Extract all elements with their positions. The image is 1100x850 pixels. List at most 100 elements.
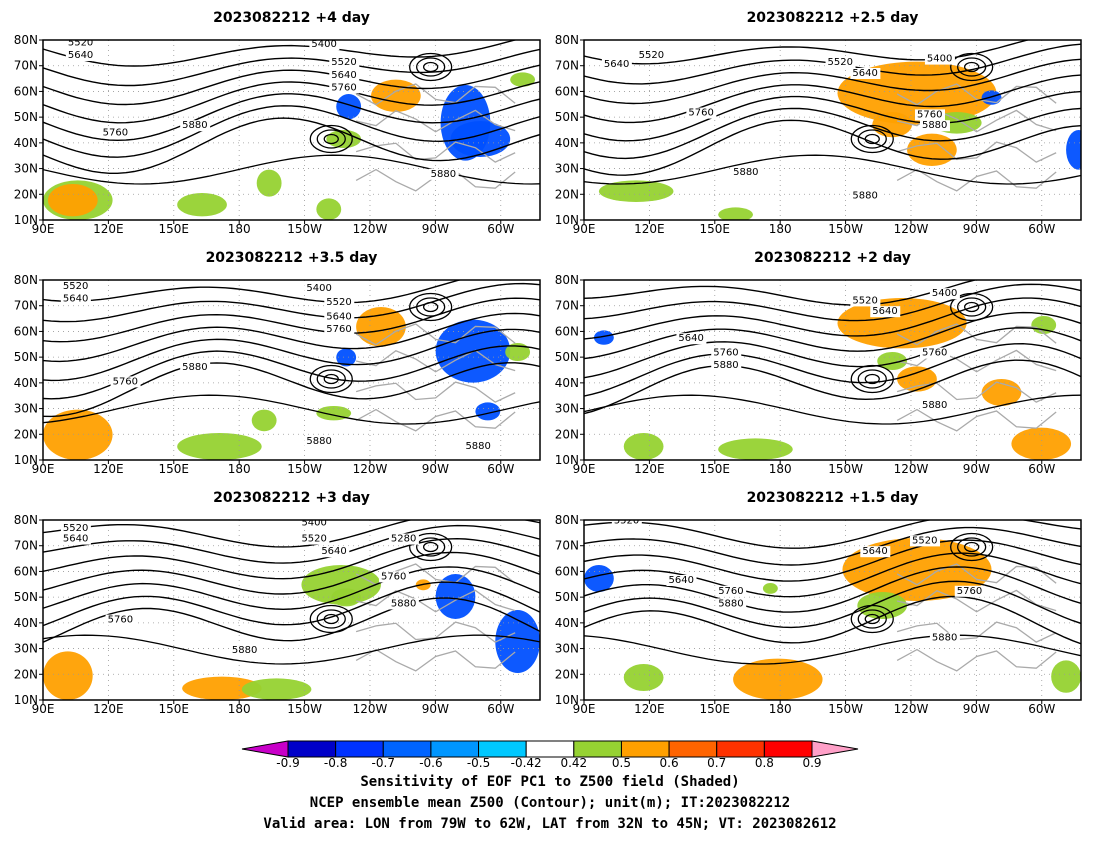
colorbar-tick-label: -0.7 bbox=[371, 756, 395, 770]
contour-label: 5880 bbox=[391, 598, 416, 609]
lon-tick-label: 90W bbox=[422, 222, 449, 236]
closed-contour bbox=[964, 61, 980, 73]
lat-tick-label: 40N bbox=[14, 136, 38, 150]
sensitivity-shading bbox=[475, 402, 501, 421]
z500-contour bbox=[43, 394, 540, 425]
sensitivity-shading bbox=[241, 678, 312, 700]
contour-label: 5880 bbox=[922, 400, 947, 411]
lon-tick-label: 90E bbox=[32, 702, 55, 716]
contour-label: 5880 bbox=[431, 169, 456, 180]
closed-contour bbox=[323, 613, 339, 625]
z500-contour bbox=[584, 595, 1081, 645]
z500-contour bbox=[43, 282, 540, 323]
z500-contour bbox=[584, 552, 1081, 598]
colorbar-swatch bbox=[763, 740, 813, 758]
sensitivity-shading bbox=[762, 583, 778, 594]
lon-tick-label: 150W bbox=[287, 462, 322, 476]
coastline bbox=[896, 323, 1057, 346]
z500-contour bbox=[584, 580, 1081, 629]
z500-contour bbox=[43, 93, 540, 142]
coastline bbox=[355, 381, 516, 403]
closed-contour bbox=[323, 373, 339, 385]
coastline bbox=[355, 83, 516, 106]
contour-label: 5760 bbox=[922, 348, 947, 359]
z500-contour bbox=[584, 119, 1081, 176]
contour-label: 5880 bbox=[922, 120, 947, 131]
contour-label: 5760 bbox=[718, 586, 743, 597]
z500-contour bbox=[584, 154, 1081, 185]
z500-contour bbox=[584, 520, 1081, 549]
coastline bbox=[355, 109, 516, 133]
map-frame bbox=[583, 39, 1082, 221]
lat-tick-label: 70N bbox=[555, 539, 579, 553]
sensitivity-shading bbox=[584, 565, 614, 592]
z500-contour bbox=[584, 280, 978, 306]
colorbar-tick-label: 0.6 bbox=[659, 756, 679, 770]
sensitivity-shading bbox=[598, 180, 674, 202]
contour-label: 5880 bbox=[932, 633, 957, 644]
contour-label: 5640 bbox=[63, 534, 88, 545]
contour-label: 5760 bbox=[688, 108, 713, 119]
lon-tick-label: 150E bbox=[159, 462, 190, 476]
lon-tick-label: 150W bbox=[828, 702, 863, 716]
contour-label: 5640 bbox=[604, 59, 629, 70]
contour-label: 5880 bbox=[718, 598, 743, 609]
lat-tick-label: 60N bbox=[555, 324, 579, 338]
z500-contour bbox=[43, 566, 540, 611]
map-frame bbox=[583, 279, 1082, 461]
contour-label: 5640 bbox=[852, 68, 877, 79]
sensitivity-shading bbox=[182, 676, 262, 700]
contour-label: 5640 bbox=[331, 70, 356, 81]
closed-contour bbox=[864, 613, 880, 625]
lat-tick-label: 80N bbox=[555, 273, 579, 287]
lat-tick-label: 60N bbox=[555, 564, 579, 578]
coastline bbox=[896, 381, 1057, 403]
colorbar-swatch bbox=[382, 740, 432, 758]
contour-label: 5640 bbox=[678, 333, 703, 344]
z500-contour bbox=[43, 105, 540, 158]
sensitivity-shading bbox=[336, 348, 357, 367]
closed-contour bbox=[416, 297, 446, 317]
coastline bbox=[355, 408, 516, 432]
z500-contour bbox=[43, 520, 540, 548]
colorbar-swatch bbox=[668, 740, 718, 758]
map-panel: 2023082212 +3.5 day552056405400552056405… bbox=[14, 250, 541, 476]
contour-label: 5880 bbox=[713, 360, 738, 371]
lat-tick-label: 20N bbox=[14, 667, 38, 681]
lat-tick-label: 40N bbox=[555, 376, 579, 390]
contour-label: 5760 bbox=[108, 615, 133, 626]
closed-contour bbox=[309, 604, 353, 634]
maps-canvas: 2023082212 +4 day55205640540055205640576… bbox=[14, 10, 1082, 716]
lon-tick-label: 60W bbox=[1028, 462, 1055, 476]
lon-tick-label: 60W bbox=[487, 462, 514, 476]
contour-label: 5760 bbox=[326, 324, 351, 335]
coastline bbox=[896, 168, 1057, 192]
contour-label: 5520 bbox=[614, 516, 639, 527]
lon-tick-label: 120W bbox=[894, 462, 929, 476]
sensitivity-shading bbox=[43, 409, 113, 460]
colorbar-upper-arrow bbox=[811, 740, 859, 758]
coastline bbox=[355, 349, 516, 373]
closed-contour bbox=[309, 364, 353, 394]
sensitivity-shading bbox=[301, 565, 381, 605]
closed-contour bbox=[957, 57, 987, 77]
lat-tick-label: 50N bbox=[14, 590, 38, 604]
lon-tick-label: 150E bbox=[159, 222, 190, 236]
colorbar-strip bbox=[241, 740, 859, 758]
lat-tick-label: 10N bbox=[14, 213, 38, 227]
closed-contour bbox=[423, 301, 439, 313]
z500-contour bbox=[584, 107, 1081, 160]
colorbar-tick-label: 0.7 bbox=[707, 756, 727, 770]
closed-contour bbox=[850, 604, 894, 634]
closed-contour bbox=[857, 129, 887, 149]
contour-label: 5400 bbox=[311, 39, 336, 50]
sensitivity-shading bbox=[43, 651, 93, 700]
lon-tick-label: 150E bbox=[700, 462, 731, 476]
z500-contour bbox=[43, 312, 540, 363]
sensitivity-shading bbox=[177, 433, 262, 460]
contour-label: 5760 bbox=[957, 586, 982, 597]
contour-label: 5880 bbox=[465, 441, 490, 452]
lon-tick-label: 150E bbox=[159, 702, 190, 716]
lat-tick-label: 60N bbox=[555, 84, 579, 98]
lon-tick-label: 180 bbox=[228, 462, 251, 476]
